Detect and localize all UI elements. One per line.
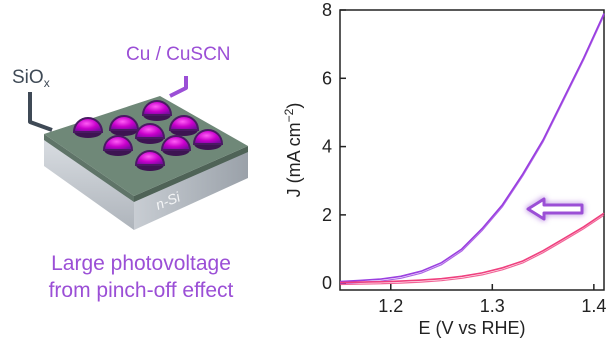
dome <box>192 129 224 150</box>
sio-label: SiOx <box>12 67 50 90</box>
cu-cuscn-domes <box>72 100 224 171</box>
series-group <box>339 13 605 286</box>
y-tick-label: 8 <box>322 0 332 20</box>
shift-arrow <box>526 197 584 221</box>
oxide-edge-front <box>134 146 248 202</box>
cu-leader-line <box>169 76 188 98</box>
x-tick-label: 1.2 <box>378 296 403 316</box>
x-tick-label: 1.3 <box>480 296 505 316</box>
caption-line-2: from pinch-off effect <box>49 279 234 302</box>
dome <box>134 123 166 144</box>
y-axis-label-sup: −2 <box>282 108 296 122</box>
jv-chart: 0 2 4 6 8 1.2 1.3 1.4 E (V vs RHE) J (mA cm−2) <box>282 0 606 338</box>
dome <box>102 135 134 156</box>
device-illustration: SiOx Cu / CuSCN n-Si Large photovoltage … <box>12 44 248 302</box>
caption-line-1: Large photovoltage <box>51 252 231 275</box>
cu-label: Cu / CuSCN <box>126 44 231 65</box>
series-line-1-return <box>339 15 605 285</box>
y-tick-label: 4 <box>322 137 332 157</box>
y-axis-label-close: ) <box>284 103 304 109</box>
dome <box>160 135 192 156</box>
dome <box>134 150 166 171</box>
series-line-1 <box>339 13 605 283</box>
sio-subscript: x <box>44 76 50 90</box>
dome <box>168 115 200 136</box>
sio-leader-line <box>28 92 53 132</box>
y-axis-label: J (mA cm−2) <box>282 103 304 198</box>
dome <box>72 117 104 138</box>
y-tick-label: 6 <box>322 68 332 88</box>
series-line-2 <box>339 212 605 284</box>
dome <box>141 100 173 121</box>
x-tick-label: 1.4 <box>581 296 606 316</box>
dome <box>108 115 140 136</box>
plot-frame <box>339 9 605 291</box>
slab-left-face <box>44 138 134 230</box>
y-axis-label-main: J (mA cm <box>284 122 304 197</box>
series-line-2-return <box>339 214 605 286</box>
slab-front-face <box>134 150 248 230</box>
x-axis-label: E (V vs RHE) <box>418 318 525 338</box>
y-axis: 0 2 4 6 8 <box>322 0 346 293</box>
oxide-edge-left <box>44 134 134 202</box>
y-tick-label: 2 <box>322 205 332 225</box>
y-tick-label: 0 <box>322 273 332 293</box>
x-axis: 1.2 1.3 1.4 <box>378 284 606 316</box>
